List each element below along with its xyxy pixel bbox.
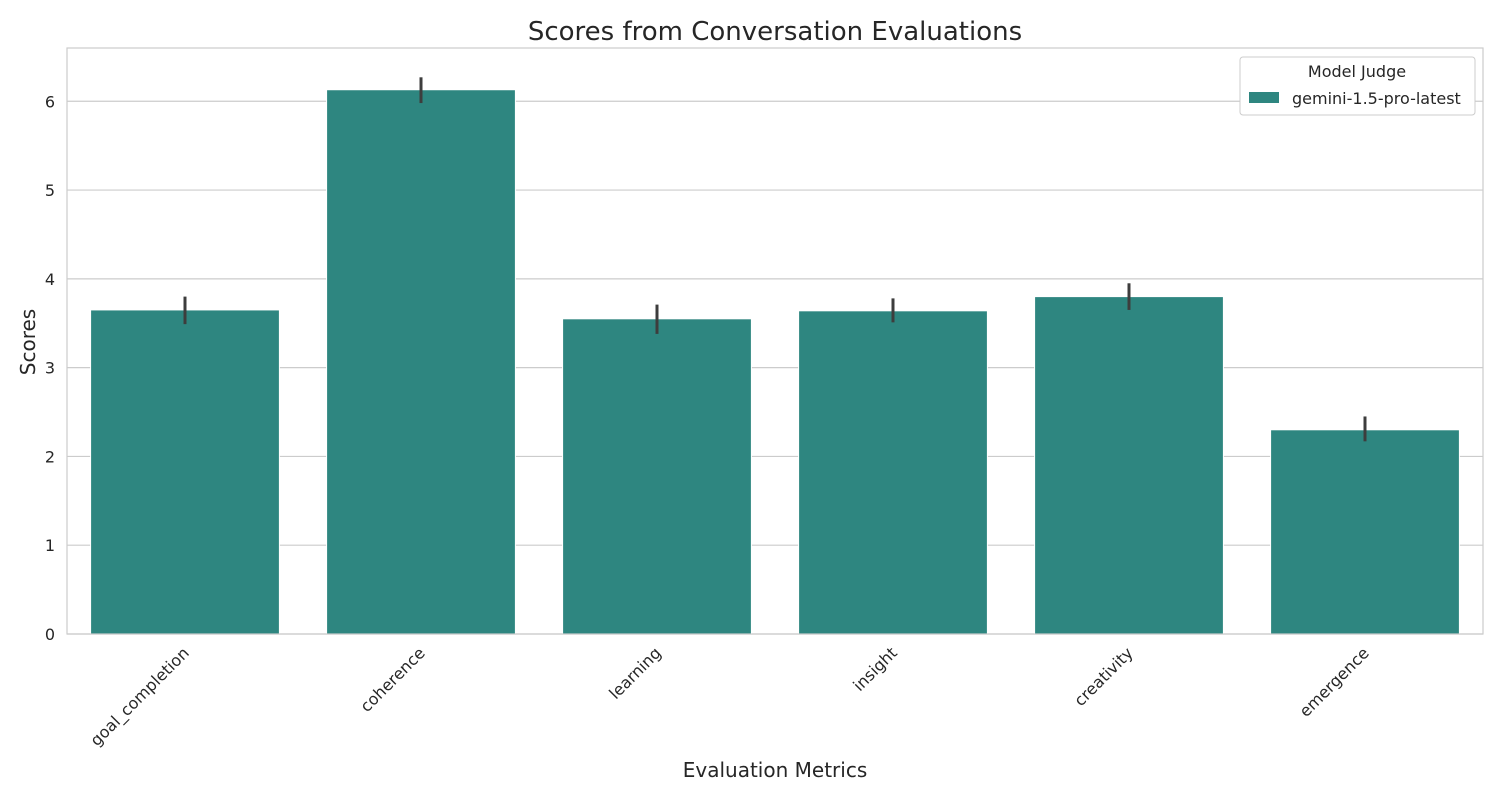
bar-insight [798,310,988,635]
y-tick-label: 1 [45,536,55,555]
legend-box [1239,56,1476,116]
y-tick-label: 2 [45,447,55,466]
legend-entry-label: gemini-1.5-pro-latest [1292,89,1461,108]
legend-swatch [1249,92,1279,103]
bar-coherence [326,89,516,635]
x-tick-labels: goal_completion coherence learning insight c… [86,643,1372,750]
y-tick-labels: 0 1 2 3 4 5 6 [45,92,55,644]
legend-title: Model Judge [1308,62,1406,81]
y-tick-label: 6 [45,92,55,111]
bars [90,89,1460,635]
x-tick-label-creativity: creativity [1070,643,1137,710]
y-tick-label: 4 [45,270,55,289]
axes-frame [66,47,1484,635]
x-tick-label-goal_completion: goal_completion [86,643,193,750]
x-tick-label-coherence: coherence [356,643,428,715]
x-axis-label: Evaluation Metrics [683,758,867,782]
bar-goal_completion [90,309,280,635]
bar-creativity [1034,296,1224,635]
bar-learning [562,318,752,635]
grid [67,100,1483,635]
x-tick-label-insight: insight [849,643,901,695]
bar-emergence [1270,429,1460,635]
y-tick-label: 3 [45,359,55,378]
x-tick-label-learning: learning [605,643,665,703]
legend: Model Judge gemini-1.5-pro-latest [1239,56,1476,116]
chart-title: Scores from Conversation Evaluations [528,17,1022,47]
x-tick-label-emergence: emergence [1295,643,1372,720]
y-tick-label: 5 [45,181,55,200]
y-tick-label: 0 [45,625,55,644]
y-axis-label: Scores [16,309,40,375]
error-bars [183,77,1367,442]
